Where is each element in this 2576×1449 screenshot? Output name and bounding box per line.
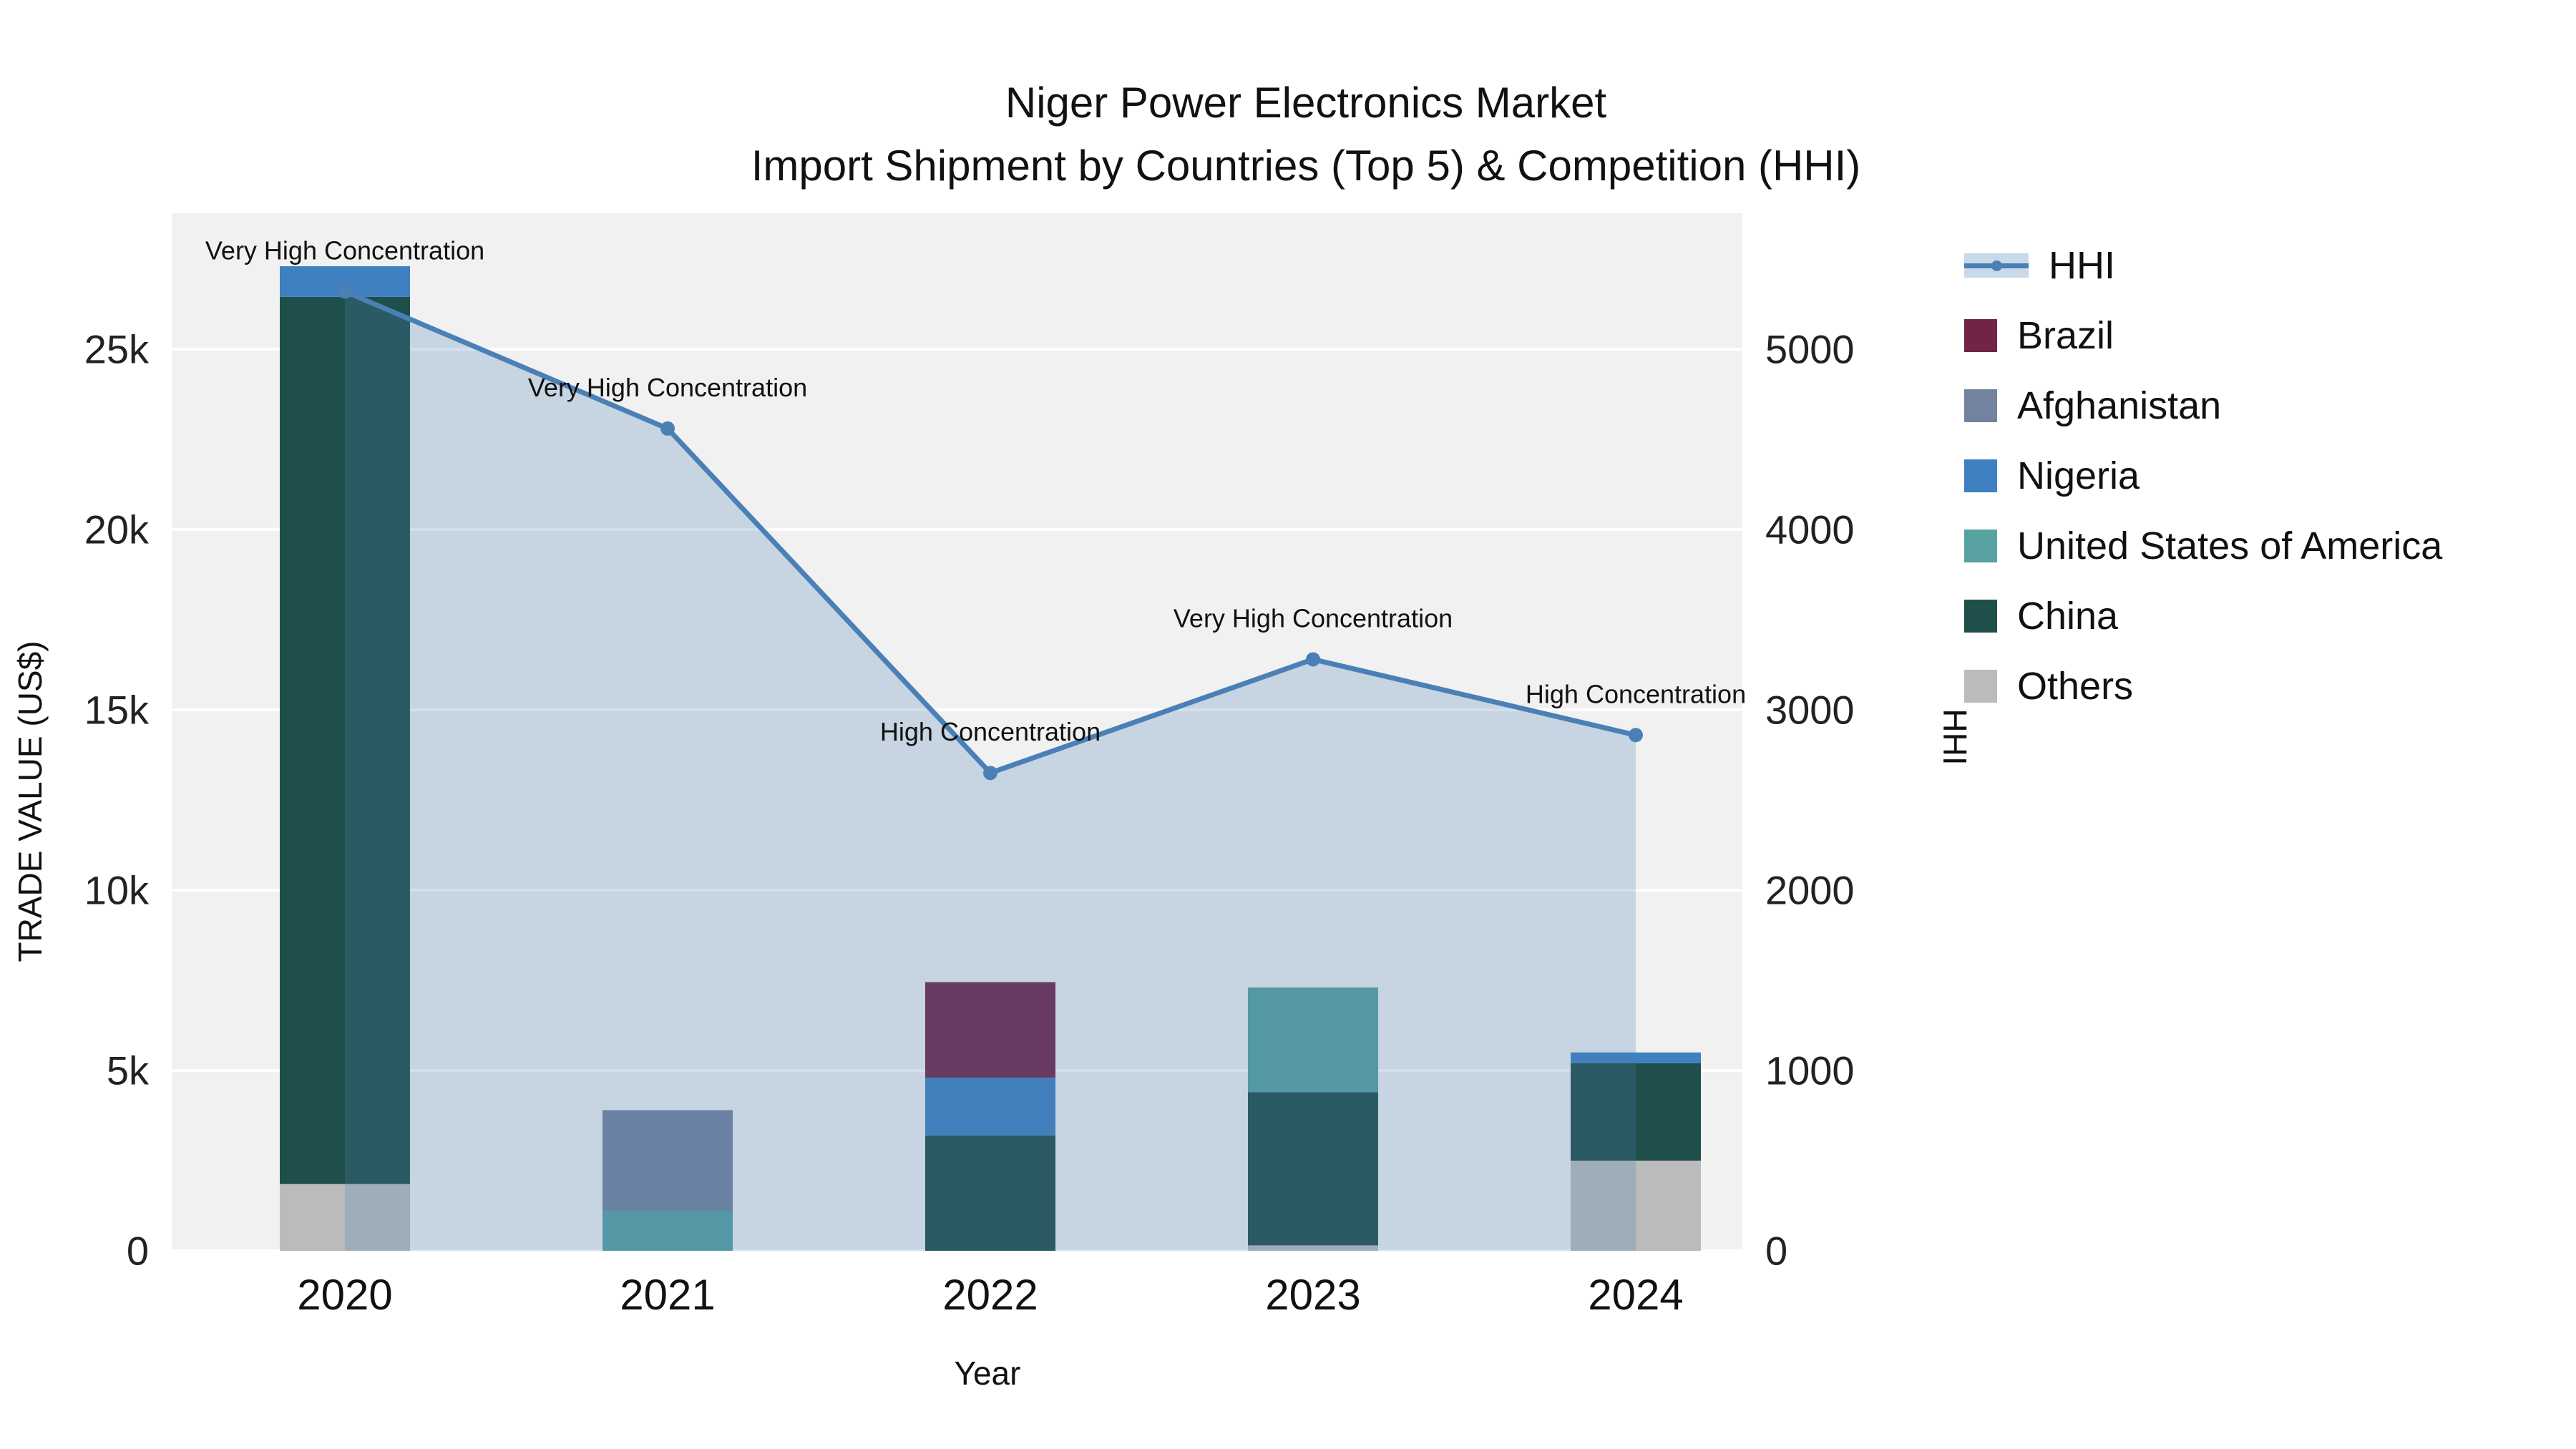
bar-segment-2023-others [1248,1245,1378,1251]
bar-segment-2021-afghanistan [602,1110,733,1211]
legend-label: Afghanistan [2017,384,2222,427]
y-right-tick-3000: 3000 [1765,688,1855,733]
x-tick-2020: 2020 [297,1271,392,1319]
annotation-2024: High Concentration [1526,679,1746,708]
legend-item-afghanistan[interactable]: Afghanistan [1964,384,2442,428]
legend-label: Others [2017,665,2134,708]
legend-item-brazil[interactable]: Brazil [1964,313,2442,358]
bar-segment-2023-united-states-of-america [1248,987,1378,1093]
bar-segment-2024-others [1571,1161,1701,1251]
hhi-marker-2022 [983,766,997,781]
x-tick-2024: 2024 [1588,1271,1683,1319]
legend-swatch-icon [1964,530,1997,562]
y-left-axis-title: TRADE VALUE (US$) [11,640,49,962]
annotation-2020: Very High Concentration [205,235,484,265]
y-left-tick-0: 0 [127,1229,149,1274]
y-left-tick-25k: 25k [84,327,150,372]
legend-label: Nigeria [2017,454,2140,497]
bar-segment-2020-china [280,296,410,1184]
annotation-2023: Very High Concentration [1174,603,1453,633]
bar-segment-2022-nigeria [925,1078,1055,1136]
legend-dot-icon [1991,260,2002,271]
y-left-tick-15k: 15k [84,688,150,733]
hhi-area [345,291,1636,1251]
bar-segment-2024-nigeria [1571,1052,1701,1063]
legend-label: United States of America [2017,525,2443,567]
hhi-marker-2020 [338,284,352,299]
bar-segment-2022-china [925,1135,1055,1251]
hhi-marker-2023 [1306,652,1320,667]
hhi-marker-2024 [1629,728,1643,743]
legend-label: HHI [2049,244,2115,287]
annotation-2021: Very High Concentration [528,373,807,402]
hhi-line-legend-marker [1964,253,2029,278]
x-axis-title: Year [955,1355,1021,1392]
y-right-tick-4000: 4000 [1765,507,1855,552]
bar-segment-2022-brazil [925,982,1055,1078]
y-right-tick-2000: 2000 [1765,868,1855,913]
chart-title-line1: Niger Power Electronics Market [1005,79,1607,127]
bar-segment-2024-china [1571,1063,1701,1161]
bar-segment-2021-united-states-of-america [602,1211,733,1251]
legend-swatch-icon [1964,670,1997,703]
legend-item-united-states-of-america[interactable]: United States of America [1964,524,2442,568]
y-right-axis-title: HHI [1936,708,1974,765]
y-right-tick-1000: 1000 [1765,1048,1855,1093]
chart-title-line2: Import Shipment by Countries (Top 5) & C… [751,142,1861,190]
legend-swatch-icon [1964,600,1997,633]
y-right-tick-0: 0 [1765,1229,1787,1274]
annotation-2022: High Concentration [880,717,1101,746]
legend-label: Brazil [2017,314,2114,357]
legend-swatch-icon [1964,459,1997,492]
hhi-marker-2021 [660,421,675,436]
legend-item-hhi[interactable]: HHI [1964,243,2442,288]
x-tick-2022: 2022 [942,1271,1038,1319]
bar-segment-2023-china [1248,1092,1378,1246]
y-left-tick-5k: 5k [107,1048,150,1093]
legend-swatch-icon [1964,319,1997,352]
x-tick-2023: 2023 [1265,1271,1360,1319]
chart-title: Niger Power Electronics Market Import Sh… [590,72,2021,197]
legend-item-china[interactable]: China [1964,594,2442,638]
y-left-tick-20k: 20k [84,507,150,552]
legend: HHI Brazil Afghanistan Nigeria United States… [1964,243,2442,708]
y-left-tick-10k: 10k [84,868,150,913]
y-right-tick-5000: 5000 [1765,327,1855,372]
legend-label: China [2017,595,2119,638]
legend-item-others[interactable]: Others [1964,664,2442,708]
x-tick-2021: 2021 [620,1271,715,1319]
legend-item-nigeria[interactable]: Nigeria [1964,454,2442,498]
bar-segment-2020-others [280,1184,410,1251]
legend-swatch-icon [1964,389,1997,422]
